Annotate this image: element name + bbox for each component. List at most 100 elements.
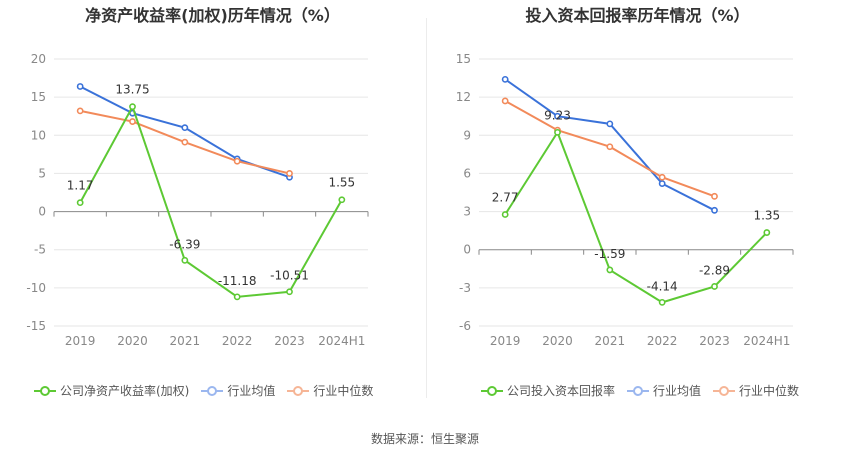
y-tick-label: 0 xyxy=(38,205,46,219)
legend-label: 行业中位数 xyxy=(313,384,374,398)
x-tick-label: 2024H1 xyxy=(743,334,790,348)
y-tick-label: 20 xyxy=(31,52,46,66)
roic-chart-title: 投入资本回报率历年情况（%） xyxy=(525,6,750,25)
series-line xyxy=(504,130,768,304)
legend-item-industry-mean[interactable]: 行业均值 xyxy=(627,382,701,399)
x-tick-label: 2022 xyxy=(222,334,253,348)
data-point xyxy=(286,288,293,296)
legend-line-icon xyxy=(627,385,650,396)
legend-line-icon xyxy=(713,385,736,396)
y-tick-label: -3 xyxy=(459,281,471,295)
data-point xyxy=(181,256,189,264)
data-point xyxy=(233,157,241,165)
x-tick-label: 2020 xyxy=(542,334,573,348)
y-tick-label: 0 xyxy=(463,243,471,257)
legend-label: 公司投入资本回报率 xyxy=(507,384,616,398)
y-tick-label: -10 xyxy=(26,281,46,295)
x-tick-label: 2023 xyxy=(699,334,730,348)
legend-item-industry-median[interactable]: 行业中位数 xyxy=(287,382,373,399)
y-tick-label: 6 xyxy=(463,166,471,180)
data-label: 13.75 xyxy=(115,83,149,97)
data-point xyxy=(501,211,509,218)
y-tick-label: -5 xyxy=(34,243,46,257)
data-label: -6.39 xyxy=(169,237,200,251)
x-tick-label: 2021 xyxy=(170,334,201,348)
legend-line-icon xyxy=(287,385,310,396)
legend-item-company[interactable]: 公司投入资本回报率 xyxy=(481,382,615,399)
data-label: 2.77 xyxy=(492,190,519,204)
data-label: -4.14 xyxy=(647,279,678,293)
legend-line-icon xyxy=(34,385,56,396)
x-tick-label: 2019 xyxy=(490,334,521,348)
data-point xyxy=(658,173,666,181)
legend-line-icon xyxy=(201,385,224,396)
data-point xyxy=(763,229,771,236)
legend-label: 公司净资产收益率(加权) xyxy=(60,384,190,398)
data-source-note: 数据来源：恒生聚源 xyxy=(370,432,479,446)
legend-label: 行业均值 xyxy=(227,384,276,398)
data-label: -11.18 xyxy=(218,274,257,288)
data-point xyxy=(711,206,718,214)
y-tick-label: 15 xyxy=(31,90,46,104)
y-tick-label: 5 xyxy=(38,166,46,180)
series-line xyxy=(79,104,343,298)
series-line xyxy=(79,85,290,179)
data-point xyxy=(554,128,561,136)
roe-chart-plot: 20 15 10 5 0 -5 -10 -15 2019 2020 2021 2022 2023 2024… xyxy=(26,52,369,348)
legend-label: 行业均值 xyxy=(653,384,702,398)
data-point xyxy=(606,143,614,151)
roic-chart-plot: 15 12 9 6 3 0 -3 -6 2019 2020 2021 2022 2023 2024H1 2.… xyxy=(456,52,794,348)
x-tick-label: 2021 xyxy=(595,334,626,348)
data-point xyxy=(76,107,84,115)
roe-chart-panel: 净资产收益率(加权)历年情况（%） 20 15 10 5 0 -5 -10 -15 2019 20… xyxy=(0,0,425,420)
x-tick-label: 2023 xyxy=(274,334,305,348)
x-tick-label: 2019 xyxy=(65,334,96,348)
legend-item-industry-median[interactable]: 行业中位数 xyxy=(713,382,799,399)
data-label: -10.51 xyxy=(270,269,309,283)
data-point xyxy=(658,298,666,306)
data-point xyxy=(658,180,666,187)
x-tick-label: 2020 xyxy=(117,334,148,348)
legend-item-company[interactable]: 公司净资产收益率(加权) xyxy=(34,382,189,399)
x-tick-label: 2024H1 xyxy=(318,334,365,348)
data-point xyxy=(711,283,718,290)
legend-item-industry-mean[interactable]: 行业均值 xyxy=(201,382,275,399)
panel-divider xyxy=(426,18,427,398)
data-point xyxy=(76,199,84,207)
data-point xyxy=(501,97,509,105)
x-tick-label: 2022 xyxy=(647,334,678,348)
data-point xyxy=(606,266,614,274)
roic-chart-panel: 投入资本回报率历年情况（%） 15 12 9 6 3 0 -3 -6 2019 2020 2021 2… xyxy=(425,0,850,420)
y-tick-label: 15 xyxy=(456,52,471,66)
data-point xyxy=(286,170,293,177)
data-point xyxy=(606,120,614,128)
data-point xyxy=(181,138,189,146)
data-label: -1.59 xyxy=(594,247,625,261)
y-tick-label: 9 xyxy=(463,128,471,142)
data-point xyxy=(233,293,241,301)
data-point xyxy=(554,112,561,120)
data-label: -2.89 xyxy=(699,263,730,277)
data-point xyxy=(181,124,189,132)
data-label: 1.55 xyxy=(328,176,355,190)
data-point xyxy=(501,75,509,83)
roe-chart-legend: 公司净资产收益率(加权) 行业均值 行业中位数 xyxy=(34,382,385,399)
legend-line-icon xyxy=(481,385,503,396)
data-label: 1.35 xyxy=(753,209,780,223)
roic-chart-legend: 公司投入资本回报率 行业均值 行业中位数 xyxy=(481,382,811,399)
data-point xyxy=(76,83,84,90)
y-tick-label: 12 xyxy=(456,90,471,104)
data-point xyxy=(129,118,136,125)
roe-chart-title: 净资产收益率(加权)历年情况（%） xyxy=(85,6,340,25)
data-point xyxy=(338,196,346,204)
data-point xyxy=(129,103,136,111)
data-label: 9.23 xyxy=(544,108,571,122)
y-tick-label: -15 xyxy=(26,319,46,333)
y-tick-label: 10 xyxy=(31,128,46,142)
y-tick-label: -6 xyxy=(459,319,471,333)
y-tick-label: 3 xyxy=(463,205,471,219)
data-point xyxy=(711,192,718,200)
legend-label: 行业中位数 xyxy=(739,384,800,398)
data-label: 1.17 xyxy=(67,179,94,193)
